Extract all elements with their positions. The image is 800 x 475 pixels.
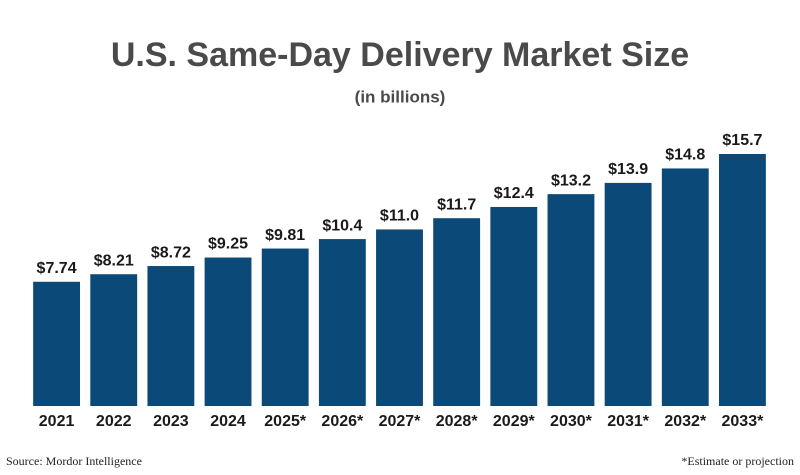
value-label: $14.8 (665, 147, 705, 164)
x-tick-label: 2031* (607, 413, 650, 430)
x-tick-label: 2026* (321, 413, 364, 430)
x-tick-label: 2022 (96, 413, 132, 430)
bar (490, 206, 538, 406)
bar (547, 194, 595, 406)
x-tick-label: 2032* (664, 413, 707, 430)
value-label: $13.9 (608, 161, 648, 178)
bar (204, 257, 252, 406)
bar (604, 182, 652, 406)
value-label: $11.7 (437, 196, 476, 213)
chart-subtitle: (in billions) (355, 87, 446, 106)
value-label: $9.81 (265, 227, 305, 244)
bar (261, 248, 309, 406)
value-label: $10.4 (322, 217, 362, 234)
bar (90, 274, 138, 406)
source: Source: Mordor Intelligence (6, 454, 142, 468)
x-tick-label: 2021 (39, 413, 75, 430)
x-tick-label: 2023 (153, 413, 189, 430)
chart-title: U.S. Same-Day Delivery Market Size (111, 36, 689, 74)
bar (376, 229, 423, 406)
x-tick-label: 2024 (210, 413, 246, 430)
value-label: $11.0 (380, 208, 419, 225)
value-label: $9.25 (208, 236, 248, 253)
x-tick-label: 2025* (264, 413, 307, 430)
value-label: $15.7 (722, 132, 762, 149)
bar (433, 218, 481, 406)
x-tick-label: 2030* (550, 413, 593, 430)
bar (147, 266, 195, 406)
value-label: $8.21 (94, 252, 134, 269)
value-label: $13.2 (551, 172, 591, 189)
bar (718, 154, 766, 406)
x-tick-label: 2028* (436, 413, 479, 430)
value-label: $8.72 (151, 244, 191, 261)
x-tick-label: 2029* (493, 413, 536, 430)
bar (33, 281, 81, 406)
value-label: $7.74 (37, 260, 77, 277)
x-tick-label: 2033* (722, 413, 765, 430)
footnote: *Estimate or projection (681, 454, 794, 468)
bar (661, 168, 709, 406)
value-label: $12.4 (494, 185, 534, 202)
bar (318, 239, 366, 406)
x-tick-label: 2027* (379, 413, 422, 430)
